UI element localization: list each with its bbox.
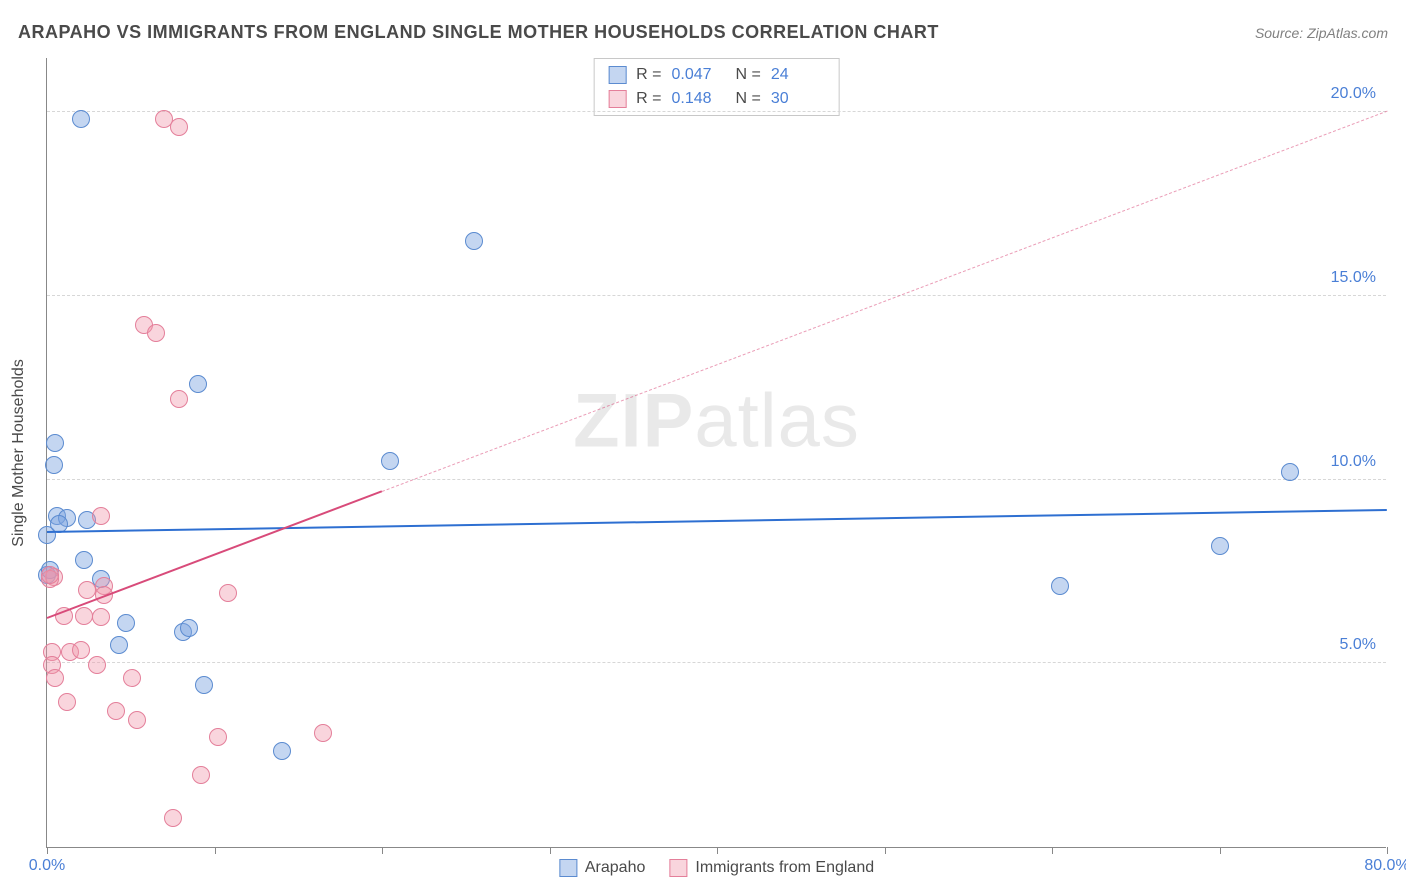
x-tick bbox=[215, 847, 216, 854]
data-point bbox=[1281, 463, 1299, 481]
y-tick-label: 5.0% bbox=[1340, 636, 1376, 654]
legend-r-label: R = bbox=[636, 63, 661, 87]
data-point bbox=[123, 669, 141, 687]
legend-swatch bbox=[608, 66, 626, 84]
data-point bbox=[381, 452, 399, 470]
correlation-legend: R = 0.047 N = 24 R = 0.148 N = 30 bbox=[593, 58, 840, 116]
series-legend: Arapaho Immigrants from England bbox=[559, 859, 874, 877]
y-tick-label: 20.0% bbox=[1331, 85, 1376, 103]
data-point bbox=[58, 693, 76, 711]
y-axis-label: Single Mother Households bbox=[10, 359, 28, 547]
data-point bbox=[1211, 537, 1229, 555]
data-point bbox=[189, 375, 207, 393]
data-point bbox=[192, 766, 210, 784]
y-tick-label: 15.0% bbox=[1331, 269, 1376, 287]
data-point bbox=[1051, 577, 1069, 595]
chart-header: ARAPAHO VS IMMIGRANTS FROM ENGLAND SINGL… bbox=[18, 22, 1388, 43]
chart-source: Source: ZipAtlas.com bbox=[1255, 25, 1388, 41]
data-point bbox=[107, 702, 125, 720]
legend-n-value: 30 bbox=[771, 87, 825, 111]
data-point bbox=[170, 390, 188, 408]
data-point bbox=[78, 581, 96, 599]
data-point bbox=[110, 636, 128, 654]
x-tick bbox=[885, 847, 886, 854]
data-point bbox=[164, 809, 182, 827]
data-point bbox=[314, 724, 332, 742]
gridline bbox=[47, 295, 1386, 296]
legend-swatch bbox=[669, 859, 687, 877]
data-point bbox=[41, 566, 59, 584]
watermark: ZIPatlas bbox=[573, 377, 860, 464]
legend-row: R = 0.047 N = 24 bbox=[608, 63, 825, 87]
data-point bbox=[170, 118, 188, 136]
x-tick-label: 80.0% bbox=[1364, 857, 1406, 875]
data-point bbox=[46, 669, 64, 687]
x-tick-label: 0.0% bbox=[29, 857, 65, 875]
data-point bbox=[128, 711, 146, 729]
data-point bbox=[180, 619, 198, 637]
data-point bbox=[92, 608, 110, 626]
x-tick bbox=[550, 847, 551, 854]
data-point bbox=[117, 614, 135, 632]
data-point bbox=[209, 728, 227, 746]
plot-area: Single Mother Households ZIPatlas R =0.0… bbox=[46, 58, 1386, 848]
x-tick bbox=[47, 847, 48, 854]
x-tick bbox=[382, 847, 383, 854]
data-point bbox=[219, 584, 237, 602]
data-point bbox=[72, 110, 90, 128]
x-tick bbox=[1052, 847, 1053, 854]
legend-r-value: 0.148 bbox=[672, 87, 726, 111]
x-tick bbox=[1220, 847, 1221, 854]
gridline bbox=[47, 111, 1386, 112]
legend-swatch bbox=[559, 859, 577, 877]
data-point bbox=[45, 456, 63, 474]
gridline bbox=[47, 479, 1386, 480]
data-point bbox=[92, 507, 110, 525]
y-tick-label: 10.0% bbox=[1331, 453, 1376, 471]
legend-r-value: 0.047 bbox=[672, 63, 726, 87]
legend-n-label: N = bbox=[736, 87, 761, 111]
legend-label: Arapaho bbox=[585, 859, 646, 877]
chart-title: ARAPAHO VS IMMIGRANTS FROM ENGLAND SINGL… bbox=[18, 22, 939, 43]
x-tick bbox=[717, 847, 718, 854]
data-point bbox=[75, 607, 93, 625]
legend-item: Arapaho bbox=[559, 859, 646, 877]
gridline bbox=[47, 662, 1386, 663]
data-point bbox=[147, 324, 165, 342]
trend-line bbox=[47, 509, 1387, 533]
data-point bbox=[46, 434, 64, 452]
data-point bbox=[72, 641, 90, 659]
data-point bbox=[195, 676, 213, 694]
data-point bbox=[88, 656, 106, 674]
legend-r-label: R = bbox=[636, 87, 661, 111]
legend-label: Immigrants from England bbox=[695, 859, 874, 877]
x-tick bbox=[1387, 847, 1388, 854]
legend-row: R = 0.148 N = 30 bbox=[608, 87, 825, 111]
data-point bbox=[273, 742, 291, 760]
legend-n-value: 24 bbox=[771, 63, 825, 87]
data-point bbox=[465, 232, 483, 250]
trend-line bbox=[382, 111, 1387, 492]
legend-swatch bbox=[608, 90, 626, 108]
data-point bbox=[75, 551, 93, 569]
legend-n-label: N = bbox=[736, 63, 761, 87]
legend-item: Immigrants from England bbox=[669, 859, 874, 877]
